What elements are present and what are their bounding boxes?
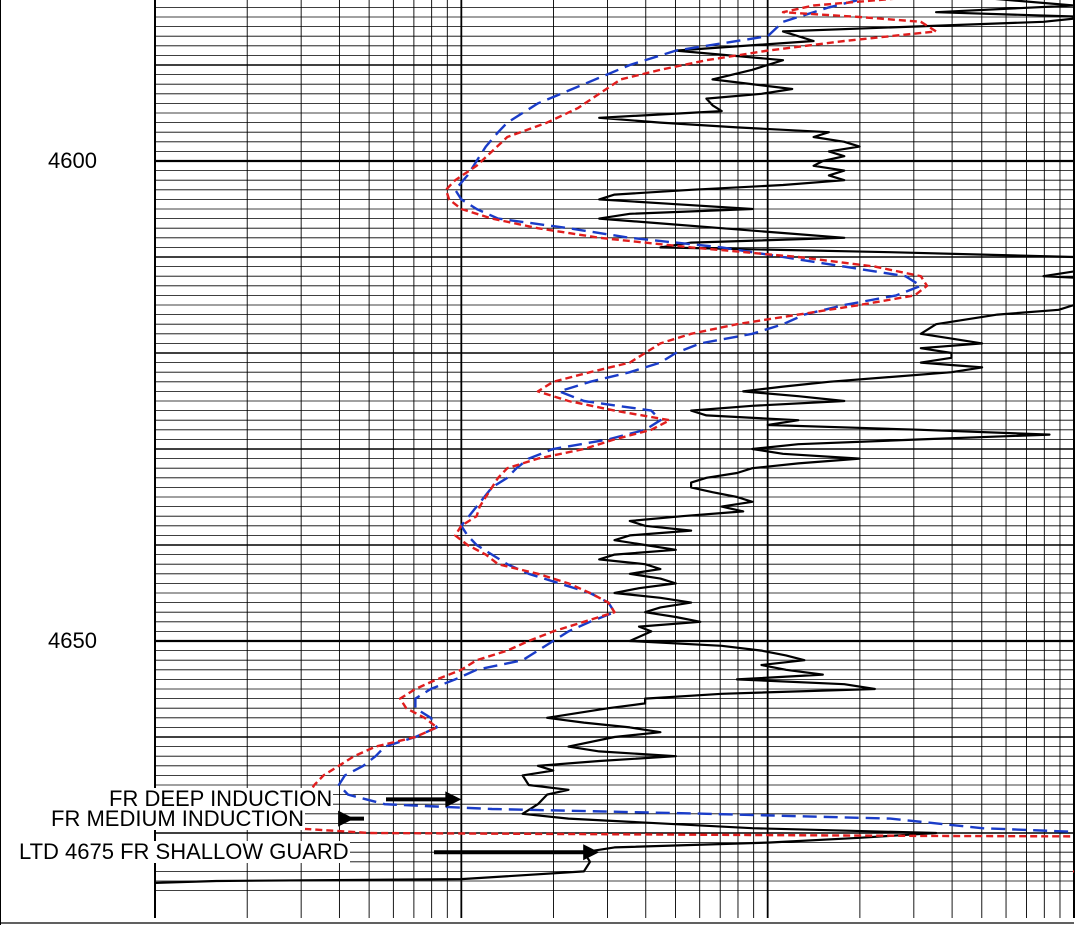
annotation-arrow-head xyxy=(583,844,600,861)
annotation-arrow-head xyxy=(445,791,462,808)
curve-fr-shallow-guard xyxy=(155,0,1074,884)
annotation-medium-induction: FR MEDIUM INDUCTION xyxy=(50,805,305,831)
annotation-shallow-guard: LTD 4675 FR SHALLOW GUARD xyxy=(18,839,350,865)
annotation-arrow-head xyxy=(338,810,355,827)
annotation-deep-induction: FR DEEP INDUCTION xyxy=(108,786,334,812)
curve-fr-deep-induction xyxy=(337,0,1074,834)
annotation-arrows xyxy=(338,791,600,861)
depth-label-4650: 4650 xyxy=(48,628,97,653)
depth-label-4600: 4600 xyxy=(48,148,97,173)
